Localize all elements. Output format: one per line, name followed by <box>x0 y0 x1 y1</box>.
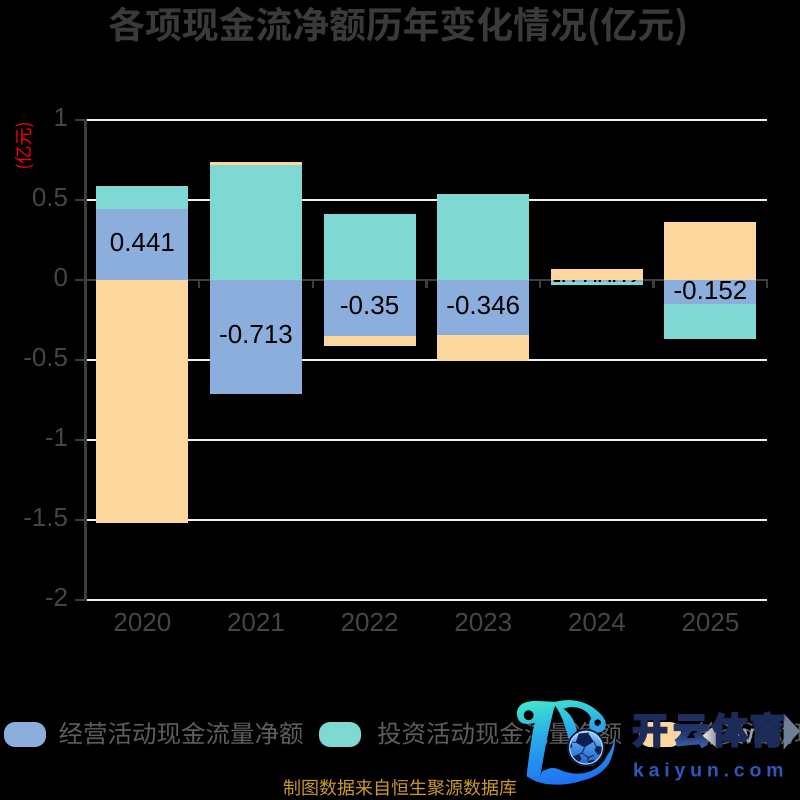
svg-text:kaiyun.com: kaiyun.com <box>633 760 788 782</box>
